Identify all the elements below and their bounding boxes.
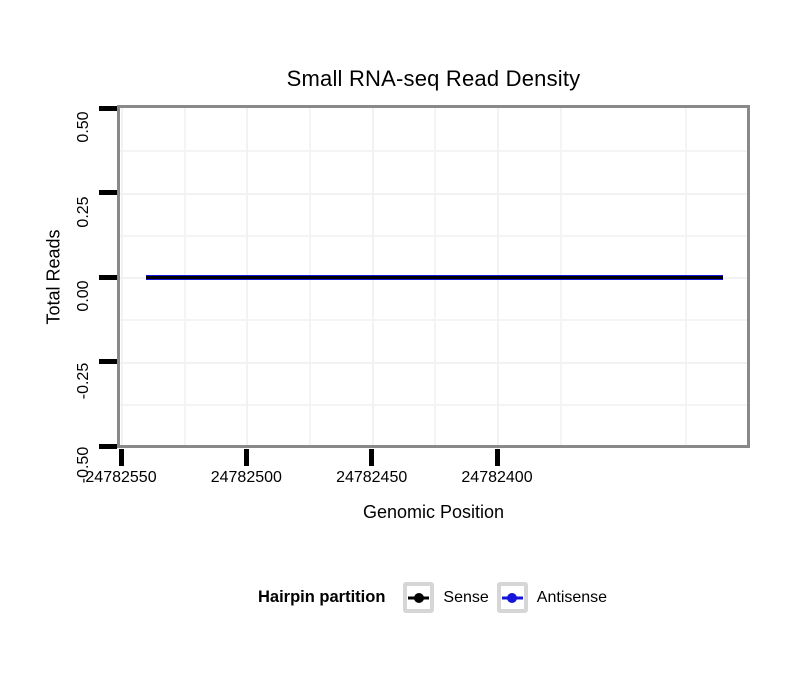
- minor-gridline-y: [120, 234, 747, 237]
- minor-gridline-y: [120, 403, 747, 406]
- x-tick-label: 24782550: [85, 469, 157, 486]
- y-tick-label: 0.50: [75, 111, 92, 143]
- x-tick-mark: [243, 449, 249, 466]
- x-tick-label: 24782400: [461, 469, 533, 486]
- x-tick-mark: [118, 449, 124, 466]
- legend-items: Sense Antisense: [403, 582, 615, 613]
- y-axis-title: Total Reads: [43, 229, 64, 325]
- y-tick-mark: [99, 359, 117, 364]
- legend-title: Hairpin partition: [258, 588, 386, 606]
- minor-gridline-y: [120, 319, 747, 322]
- y-tick-mark: [99, 190, 117, 195]
- x-tick-label: 24782500: [210, 469, 282, 486]
- y-tick-label: -0.50: [75, 446, 92, 484]
- x-tick-mark: [494, 449, 500, 466]
- x-axis-title: Genomic Position: [362, 502, 505, 522]
- plot-panel: [117, 105, 750, 448]
- legend-label: Antisense: [536, 588, 608, 606]
- y-tick-mark: [99, 443, 117, 449]
- legend-label: Sense: [443, 588, 489, 606]
- major-gridline-y: [120, 192, 747, 195]
- chart-title: Small RNA-seq Read Density: [286, 66, 581, 91]
- legend-key-dot: [413, 592, 424, 603]
- series-line-sense: [146, 275, 723, 279]
- legend: Hairpin partition Sense Antisense: [258, 582, 615, 613]
- legend-item-sense: Sense: [403, 582, 489, 613]
- legend-key-antisense: [496, 582, 528, 613]
- y-tick-mark: [99, 274, 117, 280]
- legend-item-antisense: Antisense: [496, 582, 608, 613]
- y-tick-label: 0.00: [75, 280, 92, 312]
- major-gridline-y: [120, 361, 747, 364]
- y-tick-mark: [99, 105, 117, 111]
- minor-gridline-y: [120, 150, 747, 153]
- legend-key-dot: [507, 592, 518, 603]
- x-tick-mark: [369, 449, 375, 466]
- major-gridline-x: [121, 108, 123, 445]
- x-tick-label: 24782450: [336, 469, 408, 486]
- y-tick-label: 0.25: [75, 195, 92, 228]
- y-tick-label: -0.25: [75, 362, 92, 399]
- legend-key-sense: [403, 582, 435, 613]
